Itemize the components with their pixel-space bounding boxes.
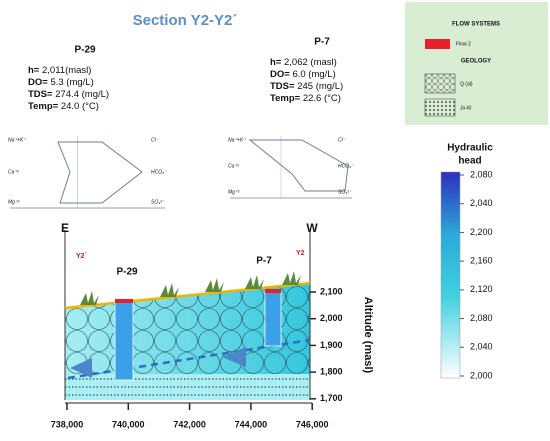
stiff-cation: Ca⁺²	[8, 169, 19, 175]
param-value: 245 (mg/L)	[295, 81, 344, 92]
stiff-anion: HCO₃⁻	[338, 163, 354, 169]
ground-surface	[64, 281, 311, 310]
stiff-cation: Na⁺+K⁺	[8, 137, 26, 143]
stiff-cation: Ca⁺²	[228, 163, 239, 169]
param-label: h=	[270, 57, 282, 68]
well-name: P-7	[314, 37, 330, 48]
legend-geology-title: GEOLOGY	[461, 59, 491, 65]
param-value: 22.6 (°C)	[300, 93, 341, 104]
colorbar-label: 2,120	[470, 284, 493, 294]
legend-geology-item: Q (al)	[460, 81, 473, 87]
flow-arrow	[70, 358, 92, 378]
x-tick-label: 738,000	[51, 419, 84, 429]
colorbar-title: head	[458, 156, 481, 167]
well-param: Temp= 22.6 (°C)	[270, 93, 341, 104]
flow-arrow	[222, 347, 246, 367]
well-param: h= 2,011(masl)	[28, 65, 91, 76]
section-end: W	[306, 221, 318, 235]
vegetation	[80, 271, 301, 305]
well-screen	[265, 289, 281, 293]
well-param: TDS= 245 (mg/L)	[270, 81, 343, 92]
param-value: 5.3 (mg/L)	[48, 77, 94, 88]
stiff-cation: Mg⁺²	[228, 189, 240, 195]
param-label: TDS=	[270, 81, 295, 92]
legend-flow-item: Flow 2	[456, 41, 471, 47]
colorbar	[440, 171, 461, 379]
stiff-anion: HCO₃⁻	[151, 169, 167, 175]
title: Section Y2-Y2´	[133, 12, 238, 29]
stiff-anion: Cl⁻	[151, 137, 159, 143]
stiff-anion: Cl⁻	[338, 137, 346, 143]
colorbar-title: Hydraulic	[447, 143, 493, 154]
y-tick-label: 1,900	[320, 340, 343, 350]
stiff-polygon	[248, 139, 349, 192]
y-tick-label: 2,100	[320, 286, 343, 296]
colorbar-label: 2,040	[470, 342, 493, 352]
param-label: DO=	[270, 69, 290, 80]
legend-flow-title: FLOW SYSTEMS	[452, 22, 500, 28]
colorbar-label: 2,160	[470, 256, 493, 266]
y-tick-label: 2,000	[320, 313, 343, 323]
colorbar-label: 2,080	[470, 169, 493, 179]
x-tick-label: 746,000	[296, 419, 329, 429]
param-label: h=	[28, 65, 40, 76]
param-value: 274.4 (mg/L)	[53, 89, 110, 100]
stiff-polygon	[57, 141, 143, 204]
well-param: TDS= 274.4 (mg/L)	[28, 89, 109, 100]
param-label: Temp=	[28, 101, 59, 112]
y-tick-label: 1,800	[320, 366, 343, 376]
well-param: h= 2,062 (masl)	[270, 57, 337, 68]
altitude-title: Altitude (masl)	[362, 297, 374, 374]
flow-swatch	[425, 39, 450, 49]
stiff-cation: Na⁺+K⁺	[228, 137, 246, 143]
y-tick-label: 1,700	[320, 393, 343, 403]
x-tick-label: 742,000	[173, 419, 206, 429]
legend-geology-item: Jo-Kl	[460, 105, 471, 111]
param-value: 2,062 (masl)	[281, 57, 336, 68]
param-value: 2,011(masl)	[39, 65, 91, 76]
well-label: P-29	[116, 267, 138, 278]
section-end: E	[61, 221, 69, 235]
section-mark: Y2	[296, 250, 305, 257]
section-mark: Y2´	[76, 253, 88, 260]
stiff-anion: SO₄²⁻	[151, 199, 165, 205]
geology-swatch	[424, 98, 456, 117]
param-value: 6.0 (mg/L)	[290, 69, 336, 80]
well-screen	[115, 299, 133, 303]
stiff-anion: SO₄²⁻	[338, 189, 352, 195]
stiff-cation: Mg⁺²	[8, 199, 20, 205]
param-value: 24.0 (°C)	[58, 101, 99, 112]
well	[114, 301, 134, 381]
well-param: Temp= 24.0 (°C)	[28, 101, 99, 112]
geology-swatch	[424, 73, 456, 94]
colorbar-label: 2,040	[470, 198, 493, 208]
well-name: P-29	[74, 45, 96, 56]
param-label: Temp=	[270, 93, 301, 104]
well	[264, 291, 282, 347]
well-param: DO= 6.0 (mg/L)	[270, 69, 336, 80]
param-label: DO=	[28, 77, 48, 88]
param-label: TDS=	[28, 89, 53, 100]
well-param: DO= 5.3 (mg/L)	[28, 77, 94, 88]
colorbar-label: 2,080	[470, 313, 493, 323]
colorbar-label: 2,200	[470, 227, 493, 237]
well-label: P-7	[256, 256, 272, 267]
x-tick-label: 744,000	[235, 419, 268, 429]
colorbar-label: 2,000	[470, 370, 493, 380]
x-tick-label: 740,000	[112, 419, 145, 429]
